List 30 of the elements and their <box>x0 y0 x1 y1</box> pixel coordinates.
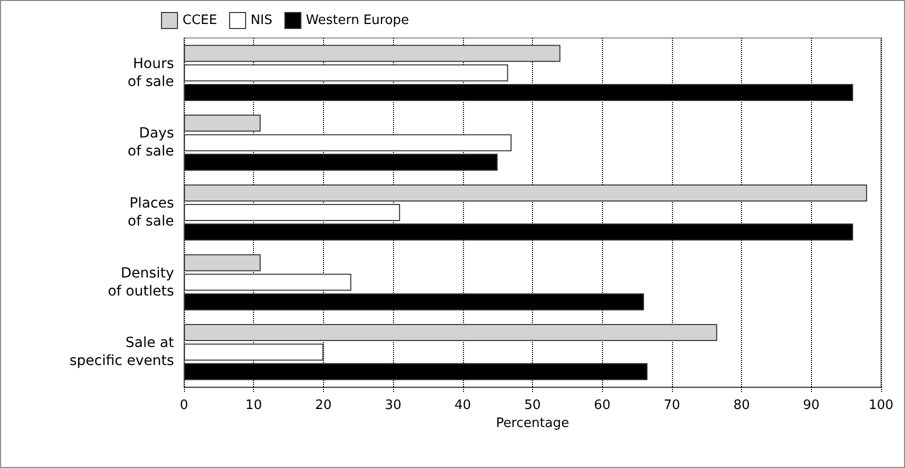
bar <box>184 324 718 342</box>
bar <box>184 134 512 152</box>
x-tick-label: 70 <box>664 398 680 413</box>
x-tick-label: 100 <box>868 398 894 413</box>
x-tick-label: 10 <box>245 398 262 413</box>
x-tick-label: 60 <box>594 398 610 413</box>
x-tick-label: 20 <box>315 398 332 413</box>
y-tick-label: Density of outlets <box>108 265 174 300</box>
y-tick-label: Days of sale <box>128 126 174 160</box>
x-tick-label: 50 <box>524 398 541 413</box>
y-tick-label: Sale at specific events <box>69 335 174 370</box>
legend-label: CCEE <box>182 13 218 28</box>
y-tick-label: Hours of sale <box>128 56 174 90</box>
bar <box>184 184 868 202</box>
legend-label: Western Europe <box>306 13 410 28</box>
x-tick-label: 90 <box>803 398 820 413</box>
bar <box>184 64 508 82</box>
bar <box>184 204 400 221</box>
bar <box>184 274 352 291</box>
bar <box>184 344 324 361</box>
bar <box>184 114 261 132</box>
x-tick-label: 80 <box>733 398 750 413</box>
legend-label: NIS <box>250 13 272 28</box>
x-tick-label: 40 <box>454 398 472 413</box>
y-tick-label: Places of sale <box>128 196 174 230</box>
bar <box>184 254 261 272</box>
x-tick-label: 30 <box>384 398 402 413</box>
x-axis-title: Percentage <box>496 416 570 431</box>
bar <box>184 44 560 62</box>
x-tick-label: 0 <box>180 398 188 413</box>
